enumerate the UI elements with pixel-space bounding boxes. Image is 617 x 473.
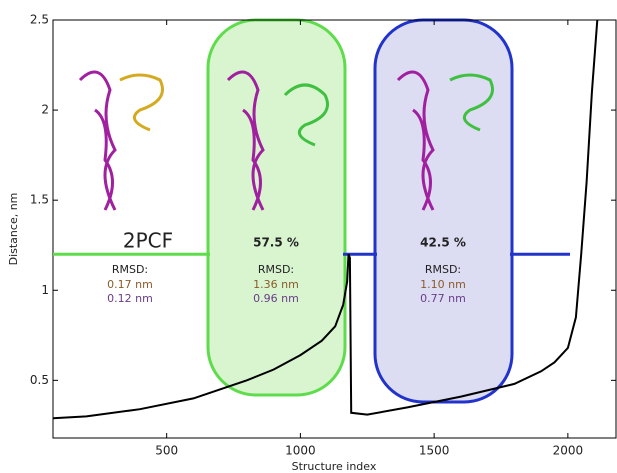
cluster-label: 57.5 %	[253, 236, 299, 250]
rmsd-title: RMSD:	[258, 263, 294, 276]
data-line	[52, 19, 599, 420]
rmsd-value: 0.12 nm	[107, 292, 153, 305]
y-tick-label: 1	[41, 283, 49, 297]
y-tick-label: 1.5	[30, 193, 49, 207]
x-tick-label: 2000	[553, 444, 584, 458]
cluster-label: 42.5 %	[420, 236, 466, 250]
rmsd-value: 0.96 nm	[253, 292, 299, 305]
x-axis-label: Structure index	[292, 460, 377, 473]
rmsd-title: RMSD:	[425, 263, 461, 276]
reference-label: 2PCF	[123, 229, 173, 253]
x-tick-label: 1000	[285, 444, 316, 458]
rmsd-value: 1.10 nm	[420, 278, 466, 291]
y-tick-label: 2	[41, 103, 49, 117]
rmsd-value: 0.17 nm	[107, 278, 153, 291]
rmsd-value: 0.77 nm	[420, 292, 466, 305]
protein-images	[78, 70, 494, 211]
x-tick-label: 1500	[419, 444, 450, 458]
cluster2-bubble	[373, 18, 514, 404]
y-axis-label: Distance, nm	[7, 193, 20, 266]
y-tick-label: 2.5	[30, 13, 49, 27]
y-tick-label: 0.5	[30, 373, 49, 387]
x-tick-label: 500	[155, 444, 178, 458]
rmsd-value: 1.36 nm	[253, 278, 299, 291]
plot-frame	[52, 19, 617, 439]
rmsd-title: RMSD:	[112, 263, 148, 276]
